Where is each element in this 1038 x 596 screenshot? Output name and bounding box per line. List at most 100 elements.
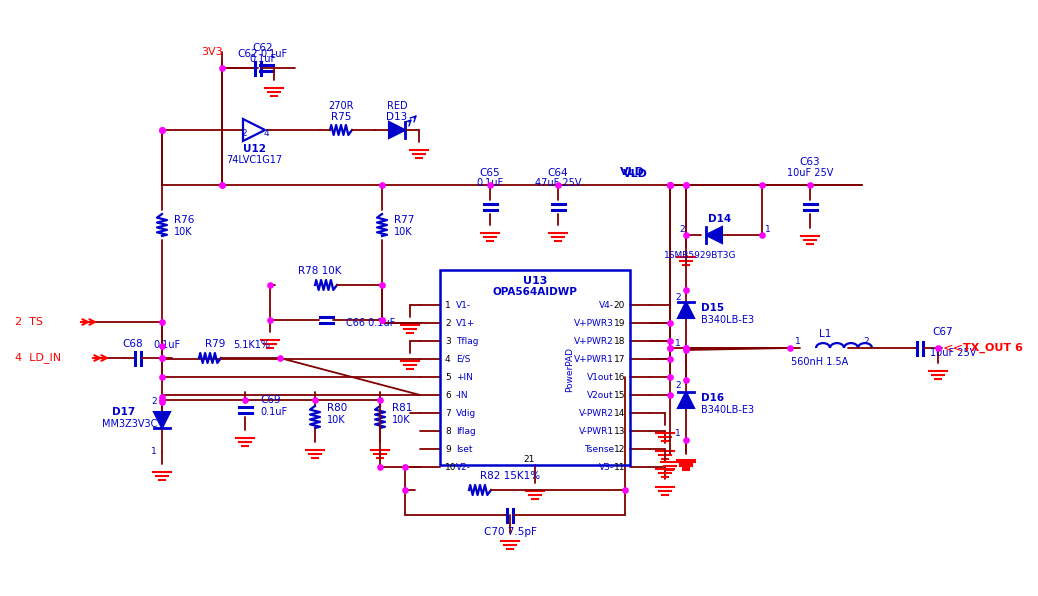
Text: 11: 11 (613, 462, 625, 471)
Text: 13: 13 (613, 427, 625, 436)
Text: D15: D15 (701, 303, 725, 313)
Text: MM3Z3V3C: MM3Z3V3C (102, 419, 158, 429)
Text: 5: 5 (445, 372, 450, 381)
Text: +IN: +IN (456, 372, 473, 381)
Text: C64: C64 (548, 168, 569, 178)
Text: 4: 4 (264, 129, 269, 138)
Text: 2: 2 (675, 293, 681, 302)
Text: R79: R79 (204, 339, 225, 349)
Text: C69: C69 (260, 395, 280, 405)
Text: 1: 1 (795, 337, 801, 346)
Text: L1: L1 (819, 329, 831, 339)
Polygon shape (389, 122, 405, 138)
Text: R80: R80 (327, 403, 348, 413)
Text: Iflag: Iflag (456, 427, 475, 436)
Text: C67: C67 (932, 327, 953, 337)
Text: 1: 1 (445, 300, 450, 309)
Text: TX_OUT 6: TX_OUT 6 (963, 343, 1022, 353)
Text: V1-: V1- (456, 300, 471, 309)
Text: 1: 1 (675, 340, 681, 349)
Text: 10uF 25V: 10uF 25V (930, 348, 977, 358)
Text: C62: C62 (252, 43, 273, 53)
Text: B340LB-E3: B340LB-E3 (701, 405, 755, 415)
Text: D14: D14 (708, 214, 732, 224)
Text: 0.1uF: 0.1uF (153, 340, 181, 350)
Text: Vdig: Vdig (456, 408, 476, 418)
Polygon shape (154, 412, 170, 428)
Text: -IN: -IN (456, 390, 468, 399)
Text: 1SMB5929BT3G: 1SMB5929BT3G (663, 250, 736, 259)
Text: 1: 1 (152, 448, 157, 457)
Text: R76: R76 (174, 215, 194, 225)
Text: 18: 18 (613, 337, 625, 346)
Text: R78 10K: R78 10K (298, 266, 342, 276)
Text: B340LB-E3: B340LB-E3 (701, 315, 755, 325)
Text: V1+: V1+ (456, 318, 475, 327)
Text: 20: 20 (613, 300, 625, 309)
Text: C65: C65 (480, 168, 500, 178)
Text: E/S: E/S (456, 355, 470, 364)
Text: R75: R75 (331, 112, 351, 122)
Text: 10K: 10K (174, 227, 193, 237)
Text: 19: 19 (613, 318, 625, 327)
Text: 270R: 270R (328, 101, 354, 111)
Text: 15: 15 (613, 390, 625, 399)
Text: RED: RED (387, 101, 407, 111)
Text: 21: 21 (523, 455, 535, 464)
Text: C63: C63 (799, 157, 820, 167)
Text: 3V3: 3V3 (201, 47, 223, 57)
Text: V-PWR2: V-PWR2 (579, 408, 614, 418)
Text: V+PWR1: V+PWR1 (574, 355, 614, 364)
Text: C68: C68 (122, 339, 143, 349)
Text: 2: 2 (445, 318, 450, 327)
Text: V-PWR1: V-PWR1 (579, 427, 614, 436)
Text: D16: D16 (701, 393, 725, 403)
Text: D13: D13 (386, 112, 408, 122)
Text: 10: 10 (445, 462, 457, 471)
Text: 7: 7 (445, 408, 450, 418)
Text: 12: 12 (613, 445, 625, 454)
Text: U12: U12 (243, 144, 266, 154)
Text: C62: C62 (238, 49, 258, 59)
Text: 10uF 25V: 10uF 25V (787, 168, 834, 178)
Text: 0.1uF: 0.1uF (476, 178, 503, 188)
Text: 2: 2 (675, 380, 681, 390)
Text: C66 0.1uF: C66 0.1uF (346, 318, 395, 328)
Text: 2: 2 (679, 225, 685, 234)
Text: 47uF 25V: 47uF 25V (535, 178, 581, 188)
Text: 2: 2 (241, 129, 247, 138)
Text: 2: 2 (152, 398, 157, 406)
Text: V4-: V4- (599, 300, 614, 309)
Text: 8: 8 (445, 427, 450, 436)
Text: 4  LD_IN: 4 LD_IN (15, 353, 61, 364)
Text: 17: 17 (613, 355, 625, 364)
Text: U13: U13 (523, 276, 547, 286)
Text: 5.1K1%: 5.1K1% (233, 340, 270, 350)
Text: 10K: 10K (394, 227, 413, 237)
Text: 6: 6 (445, 390, 450, 399)
Text: V2-: V2- (456, 462, 471, 471)
Polygon shape (678, 392, 694, 408)
Text: 560nH 1.5A: 560nH 1.5A (791, 357, 849, 367)
Text: V3-: V3- (599, 462, 614, 471)
Text: 2: 2 (864, 337, 869, 346)
Text: 0.1uF: 0.1uF (260, 407, 288, 417)
Text: 10K: 10K (327, 415, 346, 425)
Text: R77: R77 (394, 215, 414, 225)
Text: 14: 14 (613, 408, 625, 418)
Text: V+PWR3: V+PWR3 (574, 318, 614, 327)
Text: 0.1uF: 0.1uF (260, 49, 288, 59)
Text: V1out: V1out (588, 372, 614, 381)
Text: Iset: Iset (456, 445, 472, 454)
Text: 2  TS: 2 TS (15, 317, 43, 327)
Text: VLD: VLD (620, 167, 645, 177)
Text: VLD: VLD (623, 169, 648, 179)
Text: 0.1uF: 0.1uF (249, 54, 276, 64)
Text: PowerPAD: PowerPAD (566, 347, 574, 393)
Text: 9: 9 (445, 445, 450, 454)
Text: D17: D17 (112, 407, 135, 417)
Text: OPA564AIDWP: OPA564AIDWP (493, 287, 577, 297)
Text: C70 7.5pF: C70 7.5pF (484, 527, 537, 537)
Text: 1: 1 (675, 430, 681, 439)
Text: V+PWR2: V+PWR2 (574, 337, 614, 346)
